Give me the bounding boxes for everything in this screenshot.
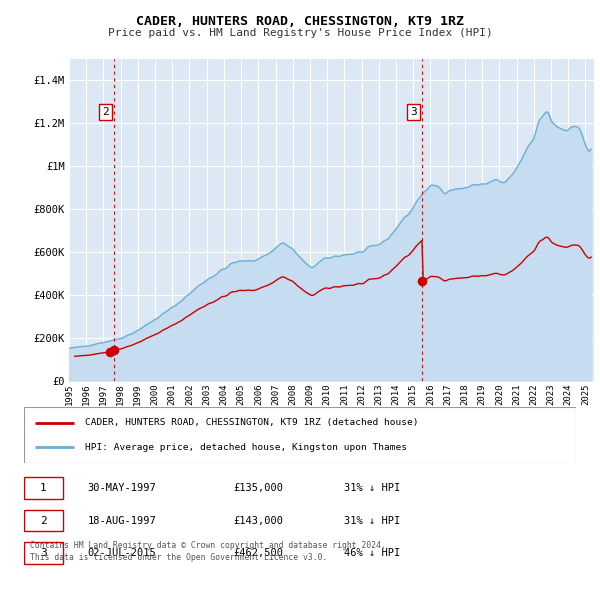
Point <box>106 347 115 356</box>
Text: 2: 2 <box>40 516 47 526</box>
Text: Price paid vs. HM Land Registry's House Price Index (HPI): Price paid vs. HM Land Registry's House … <box>107 28 493 38</box>
Text: CADER, HUNTERS ROAD, CHESSINGTON, KT9 1RZ: CADER, HUNTERS ROAD, CHESSINGTON, KT9 1R… <box>136 15 464 28</box>
Text: HPI: Average price, detached house, Kingston upon Thames: HPI: Average price, detached house, King… <box>85 443 407 452</box>
Text: CADER, HUNTERS ROAD, CHESSINGTON, KT9 1RZ (detached house): CADER, HUNTERS ROAD, CHESSINGTON, KT9 1R… <box>85 418 418 427</box>
Text: Contains HM Land Registry data © Crown copyright and database right 2024.: Contains HM Land Registry data © Crown c… <box>30 541 386 550</box>
Text: 31% ↓ HPI: 31% ↓ HPI <box>344 516 400 526</box>
Text: 30-MAY-1997: 30-MAY-1997 <box>88 483 156 493</box>
FancyBboxPatch shape <box>24 542 62 564</box>
Text: 3: 3 <box>410 107 416 117</box>
FancyBboxPatch shape <box>24 510 62 532</box>
Text: This data is licensed under the Open Government Licence v3.0.: This data is licensed under the Open Gov… <box>30 553 328 562</box>
Text: 18-AUG-1997: 18-AUG-1997 <box>88 516 156 526</box>
Text: £462,500: £462,500 <box>234 548 284 558</box>
Text: 1: 1 <box>40 483 47 493</box>
Text: 46% ↓ HPI: 46% ↓ HPI <box>344 548 400 558</box>
Text: 31% ↓ HPI: 31% ↓ HPI <box>344 483 400 493</box>
Text: £135,000: £135,000 <box>234 483 284 493</box>
Point <box>417 277 427 286</box>
Text: 2: 2 <box>102 107 109 117</box>
FancyBboxPatch shape <box>24 477 62 499</box>
Point <box>109 345 119 355</box>
Text: 02-JUL-2015: 02-JUL-2015 <box>88 548 156 558</box>
Text: 3: 3 <box>40 548 47 558</box>
Text: £143,000: £143,000 <box>234 516 284 526</box>
FancyBboxPatch shape <box>24 407 576 463</box>
